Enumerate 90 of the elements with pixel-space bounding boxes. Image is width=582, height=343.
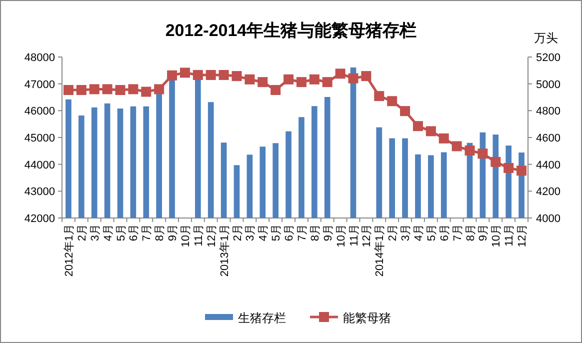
point xyxy=(387,96,398,106)
y-tick-label: 42000 xyxy=(24,213,55,225)
y2-tick-label: 4200 xyxy=(536,186,560,198)
x-tick-label: 8月 xyxy=(154,224,166,242)
x-tick-label: 11月 xyxy=(192,224,205,246)
point xyxy=(412,121,423,132)
point xyxy=(89,84,100,94)
y2-tick-label: 4000 xyxy=(536,213,560,225)
x-tick-label: 2013年1月 xyxy=(218,224,231,277)
point xyxy=(258,77,268,88)
x-tick-label: 9月 xyxy=(478,224,490,242)
y-tick-label: 47000 xyxy=(24,78,55,91)
x-tick-label: 8月 xyxy=(309,224,322,242)
point xyxy=(478,148,488,159)
point xyxy=(180,68,190,78)
y-tick-label: 44000 xyxy=(24,159,55,172)
chart-title: 2012-2014年生猪与能繁母猪存栏 xyxy=(165,21,417,40)
point xyxy=(270,85,281,96)
x-tick-label: 4月 xyxy=(258,224,270,242)
x-tick-label: 2月 xyxy=(76,224,88,242)
x-tick-label: 7月 xyxy=(296,224,308,242)
point xyxy=(452,141,462,152)
point xyxy=(322,77,332,88)
x-tick-label: 12月 xyxy=(206,224,218,248)
point xyxy=(348,73,358,84)
point xyxy=(374,91,384,102)
point xyxy=(154,84,164,94)
x-tick-label: 3月 xyxy=(89,224,102,242)
x-tick-label: 6月 xyxy=(128,224,140,242)
x-tick-label: 5月 xyxy=(426,224,438,242)
point xyxy=(284,74,294,84)
x-tick-label: 10月 xyxy=(335,224,348,248)
x-tick-label: 6月 xyxy=(438,224,451,242)
y2-tick-label: 5000 xyxy=(536,78,560,91)
x-tick-label: 2014年1月 xyxy=(374,224,386,277)
point xyxy=(167,70,178,80)
point xyxy=(296,77,306,88)
x-tick-label: 5月 xyxy=(270,224,283,242)
point xyxy=(516,166,527,176)
y2-tick-label: 5200 xyxy=(536,52,560,64)
y-tick-label: 45000 xyxy=(24,132,55,144)
x-tick-label: 8月 xyxy=(464,224,477,242)
point xyxy=(76,85,86,96)
y2-tick-label: 4800 xyxy=(536,106,560,118)
x-tick-label: 7月 xyxy=(141,224,154,242)
point xyxy=(232,71,242,82)
x-tick-label: 3月 xyxy=(244,224,257,242)
y2-axis-title: 万头 xyxy=(534,31,558,45)
point xyxy=(400,106,410,116)
x-tick-label: 9月 xyxy=(167,224,180,242)
y2-tick-label: 4400 xyxy=(536,159,560,172)
point xyxy=(438,133,449,144)
point xyxy=(128,84,138,94)
y-tick-label: 48000 xyxy=(24,52,55,64)
point xyxy=(490,156,501,167)
legend-label: 能繁母猪 xyxy=(343,311,391,325)
y-tick-label: 46000 xyxy=(24,106,55,118)
x-tick-label: 4月 xyxy=(412,224,425,242)
point xyxy=(63,85,74,96)
point xyxy=(335,68,346,79)
y-tick-label: 43000 xyxy=(24,186,55,198)
point xyxy=(102,84,112,94)
point xyxy=(218,70,229,80)
point xyxy=(206,70,216,80)
x-tick-label: 12月 xyxy=(361,224,374,248)
x-tick-label: 5月 xyxy=(115,224,128,242)
point xyxy=(504,162,514,173)
point xyxy=(141,86,152,97)
x-tick-label: 2月 xyxy=(232,224,244,242)
point xyxy=(115,85,126,96)
legend-label: 生猪存栏 xyxy=(238,311,286,325)
x-tick-label: 10月 xyxy=(180,224,192,248)
x-tick-label: 2012年1月 xyxy=(63,224,76,277)
point xyxy=(464,146,475,156)
point xyxy=(426,126,436,136)
x-tick-label: 4月 xyxy=(102,224,114,242)
point xyxy=(244,74,255,84)
x-tick-label: 10月 xyxy=(490,224,503,248)
x-tick-label: 2月 xyxy=(387,224,400,242)
x-tick-label: 11月 xyxy=(348,224,360,246)
point xyxy=(192,70,203,80)
x-tick-label: 7月 xyxy=(452,224,464,242)
point xyxy=(361,71,372,82)
x-tick-label: 3月 xyxy=(400,224,412,242)
x-tick-label: 6月 xyxy=(284,224,296,242)
x-tick-label: 12月 xyxy=(516,224,529,248)
point xyxy=(309,74,320,84)
y2-tick-label: 4600 xyxy=(536,132,560,144)
x-tick-label: 11月 xyxy=(504,224,516,246)
x-tick-label: 9月 xyxy=(322,224,334,242)
